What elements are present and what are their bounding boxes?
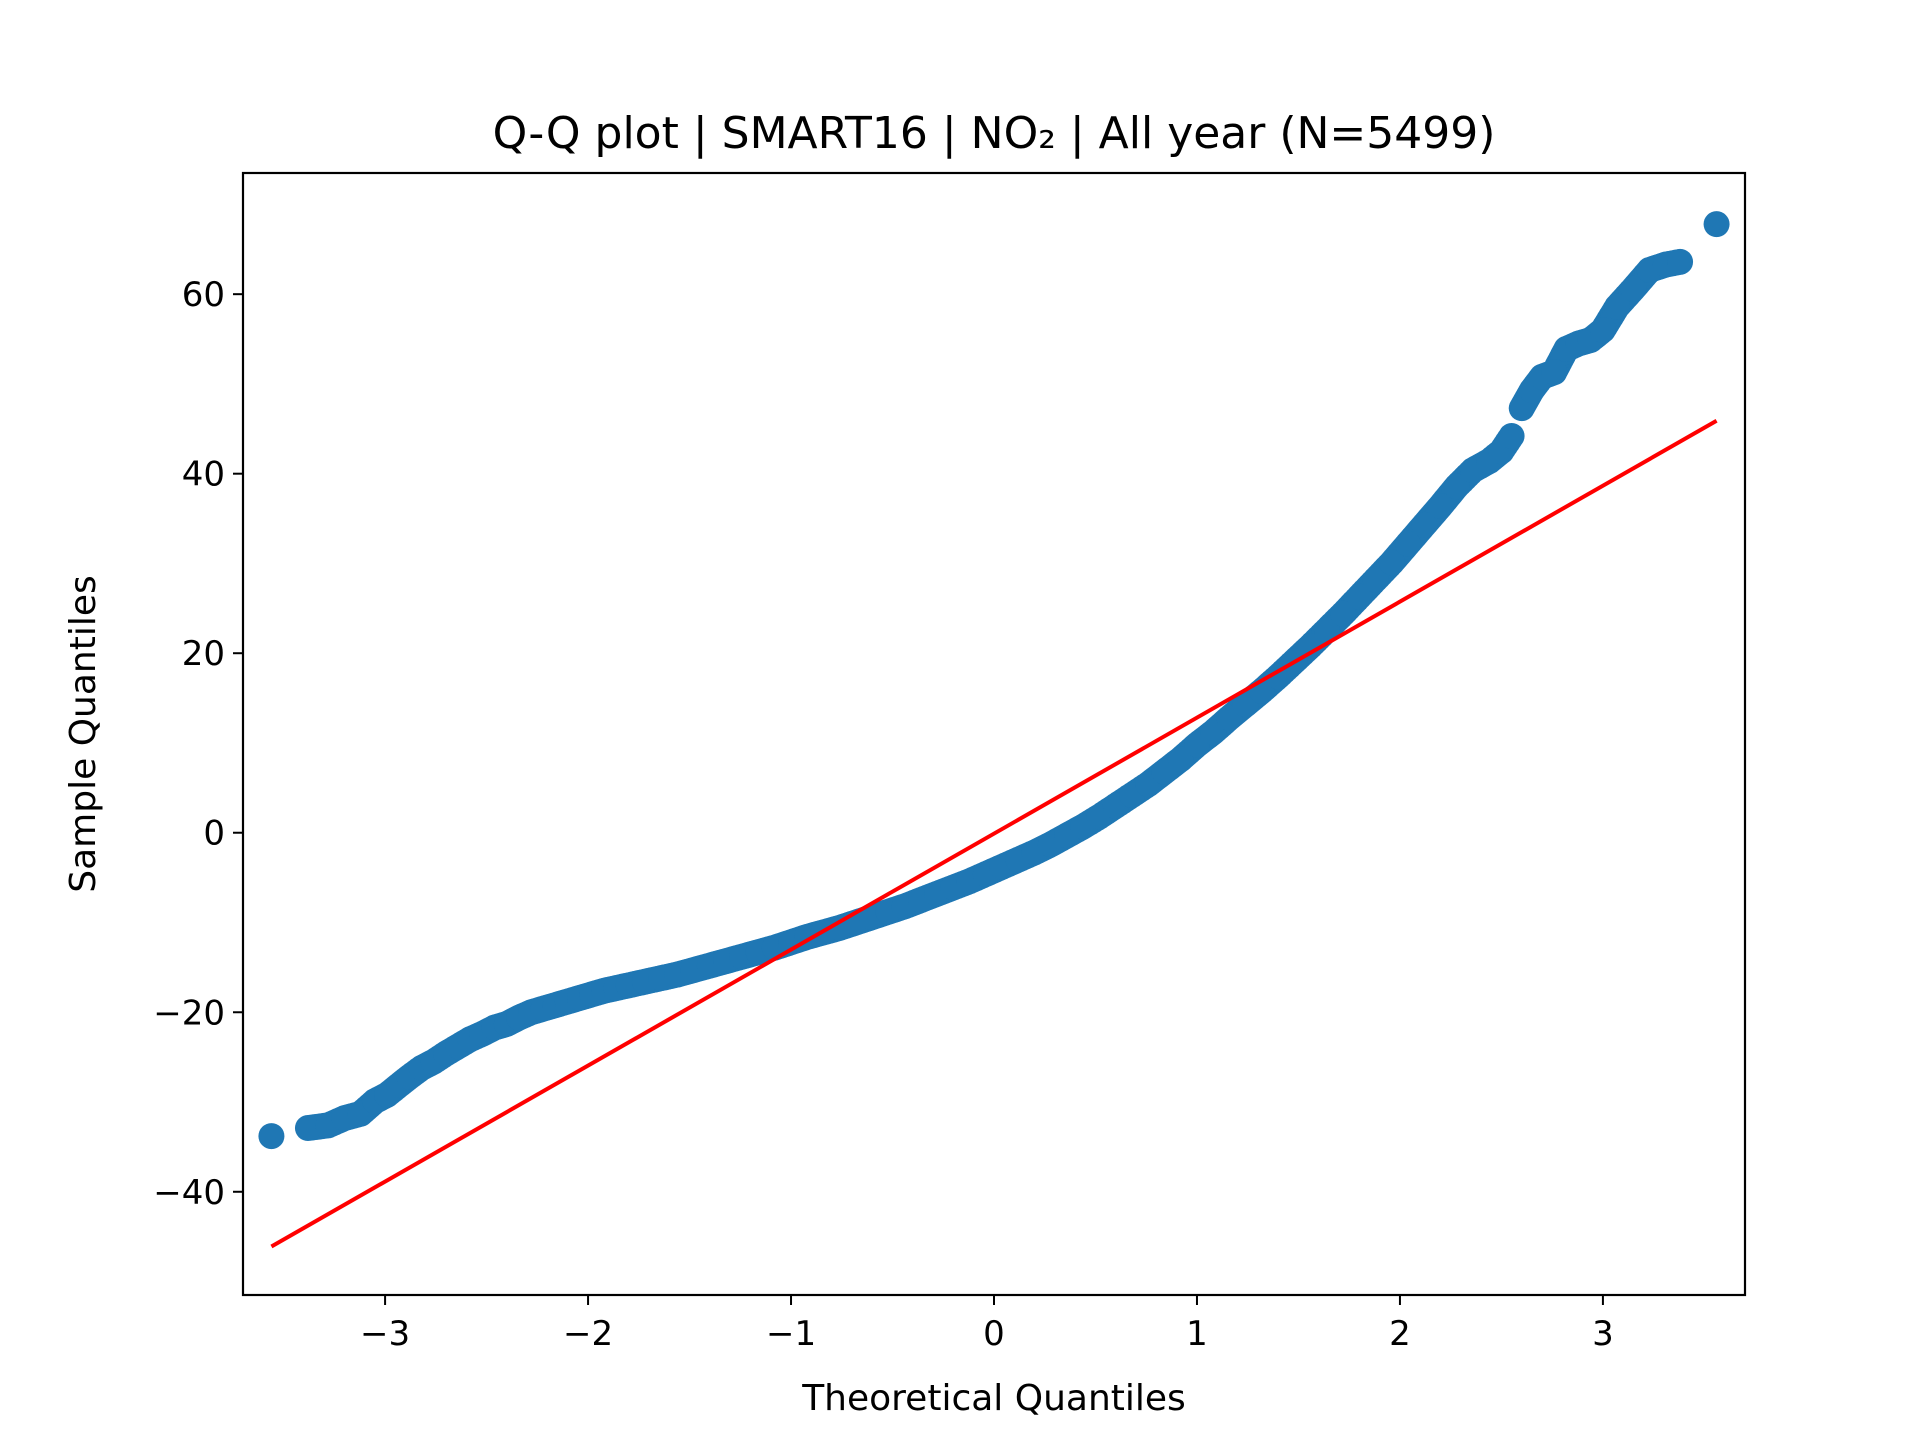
sample-quantile-point [1620, 275, 1647, 302]
chart-title: Q-Q plot | SMART16 | NO₂ | All year (N=5… [493, 108, 1496, 159]
x-tick-label: 1 [1186, 1314, 1208, 1354]
sample-quantile-point [1667, 248, 1694, 275]
sample-quantile-point [1297, 633, 1324, 660]
x-tick-label: −1 [766, 1314, 816, 1354]
sample-quantile-point [258, 1123, 285, 1150]
ticks-layer: −3 −2 −1 0 1 2 3 −40 −20 0 20 40 60 [153, 275, 1614, 1354]
sample-quantile-point [1378, 549, 1405, 576]
sample-quantile-point [1411, 511, 1438, 538]
y-tick-label: 20 [182, 634, 225, 674]
sample-quantile-point [1346, 583, 1373, 610]
x-tick-label: −3 [360, 1314, 410, 1354]
y-tick-label: 0 [203, 814, 225, 854]
sample-quantile-point [1427, 493, 1454, 520]
sample-quantile-point [1395, 530, 1422, 557]
y-tick-label: 40 [182, 455, 225, 495]
x-tick-label: 0 [983, 1314, 1005, 1354]
sample-quantile-point [1541, 359, 1568, 386]
y-axis-label: Sample Quantiles [63, 575, 104, 892]
x-tick-label: −2 [563, 1314, 613, 1354]
sample-quantile-point [1498, 423, 1525, 449]
sample-quantile-point [1313, 616, 1340, 643]
y-tick-label: 60 [182, 275, 225, 315]
x-tick-label: 3 [1592, 1314, 1614, 1354]
sample-quantile-point [1589, 317, 1616, 344]
sample-quantile-point [1330, 600, 1357, 627]
y-tick-label: −20 [153, 993, 225, 1033]
sample-quantile-point [1362, 566, 1389, 593]
y-tick-label: −40 [153, 1173, 225, 1213]
reference-line [270, 419, 1718, 1249]
sample-quantile-point [1443, 473, 1470, 500]
sample-quantile-point [1265, 663, 1292, 690]
sample-quantile-point [294, 1115, 321, 1142]
sample-quantile-point [1604, 293, 1631, 320]
sample-quantile-point [1703, 211, 1730, 238]
plot-layer [258, 211, 1730, 1249]
x-tick-label: 2 [1389, 1314, 1411, 1354]
x-axis-label: Theoretical Quantiles [801, 1378, 1186, 1419]
